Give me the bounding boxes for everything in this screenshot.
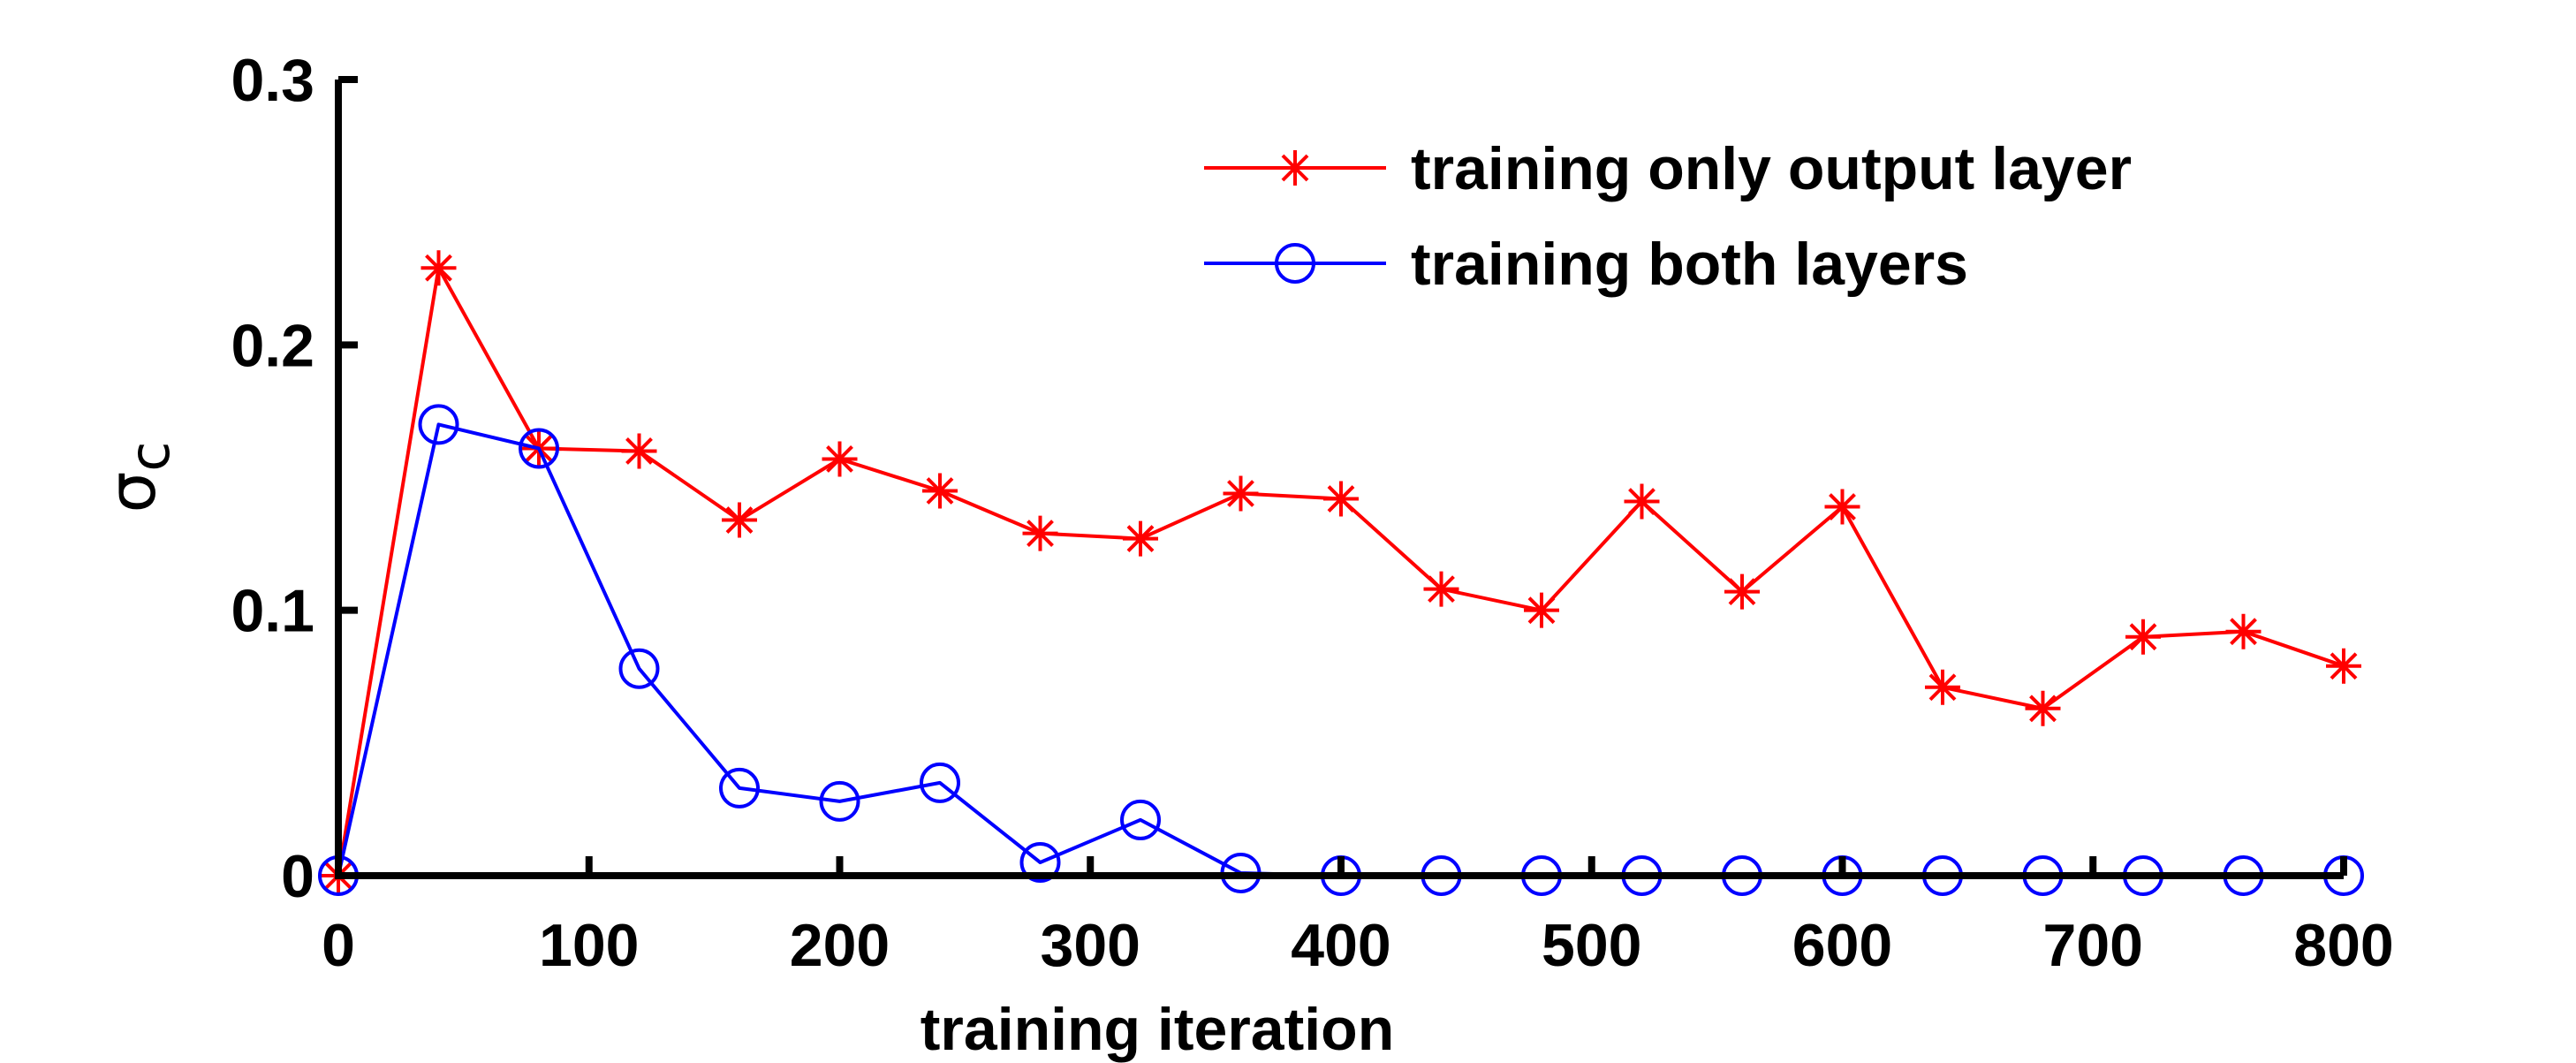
y-tick-label-0: 0: [281, 843, 314, 910]
data-point-s2-1: [418, 404, 459, 445]
x-tick-label-0: 0: [322, 912, 355, 979]
x-tick-label-7: 700: [2043, 912, 2143, 979]
data-point-s1-16: [1925, 669, 1960, 705]
x-tick-label-6: 600: [1792, 912, 1892, 979]
plot-area: 0 100 200 300 400 500 600 700 800 0 0.1 0.2 0.3: [231, 47, 2393, 979]
x-tick-label-8: 800: [2293, 912, 2393, 979]
data-point-s1-5: [822, 441, 858, 477]
axes-layer: [335, 76, 2347, 879]
series-1: [321, 250, 2361, 893]
legend-marker-2: [1275, 243, 1315, 284]
svg-text:σc: σc: [95, 442, 182, 513]
data-point-s2-2: [519, 428, 559, 469]
series-2: [318, 404, 2364, 896]
data-point-s2-3: [618, 648, 660, 689]
legend-label-1: training only output layer: [1411, 135, 2132, 202]
series-layer: [318, 250, 2364, 896]
data-point-s1-6: [922, 473, 958, 509]
tick-labels: 0 100 200 300 400 500 600 700 800 0 0.1 0.2 0.3: [231, 47, 2393, 979]
data-point-s1-19: [2225, 613, 2262, 649]
legend-label-2: training both layers: [1411, 231, 1968, 298]
data-point-s2-7: [1019, 841, 1061, 883]
data-point-s1-9: [1223, 475, 1259, 512]
series-line-1: [337, 266, 2345, 877]
legend-item-1: training only output layer: [1204, 135, 2132, 202]
data-point-s1-8: [1123, 520, 1158, 557]
legend-item-2: training both layers: [1204, 231, 1968, 298]
data-point-s1-13: [1624, 483, 1660, 520]
y-tick-label-3: 0.3: [231, 47, 314, 114]
y-tick-label-2: 0.2: [231, 312, 314, 379]
data-point-s1-1: [420, 250, 457, 286]
data-point-s2-6: [920, 762, 960, 803]
y-axis-title: σc: [95, 442, 182, 513]
data-point-s1-10: [1323, 481, 1359, 517]
y-tick-label-1: 0.1: [231, 578, 314, 645]
y-axis-title-symbol: σ: [95, 472, 170, 513]
data-point-s1-7: [1022, 515, 1058, 551]
data-point-s1-12: [1524, 592, 1559, 628]
data-point-s1-3: [621, 433, 657, 469]
x-tick-label-2: 200: [790, 912, 890, 979]
legend-marker-1: [1277, 150, 1313, 186]
data-point-s1-11: [1423, 571, 1459, 607]
x-tick-label-3: 300: [1041, 912, 1140, 979]
x-tick-label-1: 100: [539, 912, 639, 979]
data-point-s1-17: [2025, 690, 2061, 726]
data-point-s2-5: [819, 780, 860, 822]
data-point-s2-4: [719, 767, 760, 809]
data-point-s1-20: [2326, 648, 2361, 684]
data-point-s1-18: [2125, 619, 2161, 655]
legend: training only output layer training both …: [1204, 135, 2132, 298]
data-point-s1-14: [1724, 573, 1760, 610]
x-axis-title: training iteration: [921, 996, 1394, 1063]
data-point-s2-8: [1120, 799, 1161, 840]
x-tick-label-5: 500: [1542, 912, 1641, 979]
data-point-s1-15: [1824, 489, 1860, 525]
data-point-s1-4: [722, 502, 757, 538]
y-axis-title-subscript: c: [117, 442, 182, 472]
x-tick-label-4: 400: [1291, 912, 1390, 979]
